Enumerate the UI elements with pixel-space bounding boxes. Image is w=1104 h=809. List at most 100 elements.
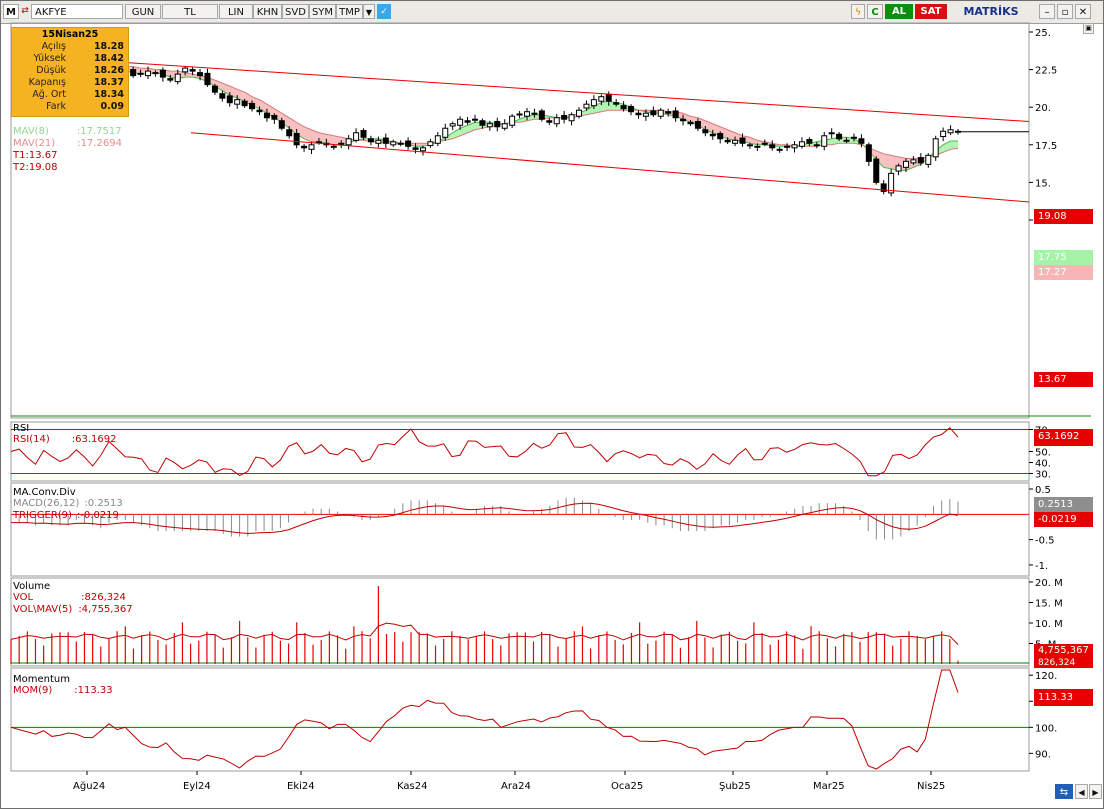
candle-body xyxy=(836,133,843,140)
svd-button[interactable]: SVD xyxy=(282,4,309,19)
candle-body xyxy=(271,114,278,120)
scale-button[interactable]: LIN xyxy=(219,4,253,19)
candle-body xyxy=(850,136,857,139)
restore-icon[interactable]: ▫ xyxy=(1057,4,1073,19)
candle-body xyxy=(278,120,285,129)
ma-band xyxy=(712,123,721,136)
symbol-input[interactable]: AKFYE xyxy=(31,4,123,19)
tmp-button[interactable]: TMP xyxy=(336,4,363,19)
ma-band xyxy=(274,108,282,123)
candle-body xyxy=(419,147,426,152)
candle-body xyxy=(256,109,263,113)
t1-label: T1:13.67 xyxy=(13,150,58,161)
ma-band xyxy=(876,150,884,168)
panel-frame xyxy=(10,421,1030,482)
candle-body xyxy=(405,140,412,147)
ma-band xyxy=(415,143,423,147)
mav8-price-tag: 17.75 xyxy=(1034,250,1093,265)
candle-body xyxy=(159,69,166,78)
info-row-close: Kapanış 18.37 xyxy=(12,77,128,89)
lightning-icon[interactable]: ϟ xyxy=(851,4,865,19)
close-icon[interactable]: ✕ xyxy=(1075,4,1091,19)
candle-body xyxy=(947,129,954,134)
candle-body xyxy=(798,141,805,147)
momentum-title: Momentum xyxy=(13,674,70,685)
rsi-title: RSI xyxy=(13,423,30,434)
candle-body xyxy=(925,154,932,165)
sym-button[interactable]: SYM xyxy=(309,4,336,19)
candle-body xyxy=(917,157,924,164)
app-logo: M xyxy=(3,4,19,19)
ma-band xyxy=(749,137,758,145)
macd-tick-label: -1. xyxy=(1035,561,1048,572)
panel-max-icon[interactable]: ▣ xyxy=(1083,23,1094,34)
x-tick-label: Ara24 xyxy=(501,781,531,792)
ma-band xyxy=(311,129,319,142)
khn-button[interactable]: KHN xyxy=(253,4,282,19)
candle-body xyxy=(665,111,672,114)
sell-button[interactable]: SAT xyxy=(915,4,947,19)
ma-band xyxy=(318,132,327,144)
momentum-tick-label: 90. xyxy=(1035,749,1051,760)
info-row-high: Yüksek 18.42 xyxy=(12,53,128,65)
c-button[interactable]: C xyxy=(867,4,883,19)
scroll-right-icon[interactable]: ▶ xyxy=(1089,784,1102,799)
candle-body xyxy=(761,142,768,145)
scroll-left-icon[interactable]: ◀ xyxy=(1075,784,1088,799)
candle-body xyxy=(813,144,820,147)
volume-title: Volume xyxy=(13,581,51,592)
info-row-low: Düşük 18.26 xyxy=(12,65,128,77)
rsi-value-tag: 63.1692 xyxy=(1034,429,1093,446)
info-value: 18.26 xyxy=(93,65,124,76)
candle-body xyxy=(821,135,828,147)
candle-body xyxy=(895,165,902,172)
rsi-line xyxy=(10,427,959,477)
candle-body xyxy=(590,99,597,107)
t2-price-tag: 19.08 xyxy=(1034,209,1093,224)
twitter-icon[interactable]: ✓ xyxy=(377,4,391,19)
rsi-tick-label: 30. xyxy=(1035,470,1051,481)
candle-body xyxy=(464,120,471,123)
candle-body xyxy=(234,99,241,105)
candle-body xyxy=(940,130,947,138)
mom-value-tag: 113.33 xyxy=(1034,689,1093,706)
candle-body xyxy=(219,93,226,99)
candle-body xyxy=(888,172,895,194)
x-tick-label: Nis25 xyxy=(917,781,945,792)
sync-icon[interactable]: ⇆ xyxy=(1055,784,1073,799)
buy-button[interactable]: AL xyxy=(885,4,913,19)
candle-body xyxy=(442,127,449,138)
toolbar: M ⇄ AKFYE GUN TL LIN KHN SVD SYM TMP ▼ ✓… xyxy=(1,1,1103,24)
info-date: 15Nisan25 xyxy=(41,29,99,40)
minimize-icon[interactable]: – xyxy=(1039,4,1055,19)
t1-price-tag: 13.67 xyxy=(1034,372,1093,387)
vol-value-tag: 826,324 xyxy=(1034,658,1093,668)
candle-body xyxy=(286,129,293,137)
candle-body xyxy=(843,139,850,142)
period-button[interactable]: GUN xyxy=(125,4,161,19)
momentum-line xyxy=(10,669,959,770)
candle-body xyxy=(197,72,204,77)
candle-body xyxy=(902,160,909,168)
macd-tick-label: -0.5 xyxy=(1035,536,1055,547)
macd-title: MA.Conv.Div xyxy=(13,487,76,498)
info-key: Yüksek xyxy=(33,53,66,64)
dropdown-icon[interactable]: ▼ xyxy=(363,4,375,19)
candle-body xyxy=(301,145,308,149)
x-tick-label: Eyl24 xyxy=(183,781,211,792)
panel-frame xyxy=(10,482,1030,577)
candle-body xyxy=(650,110,657,116)
price-tick-label: 20. xyxy=(1035,103,1051,114)
ma-band xyxy=(237,89,245,102)
info-value: 18.34 xyxy=(93,89,124,100)
currency-button[interactable]: TL xyxy=(162,4,218,19)
candle-body xyxy=(308,144,315,150)
candle-body xyxy=(182,67,189,73)
candle-body xyxy=(263,112,270,119)
macd-label: MACD(26,12):0.2513 xyxy=(13,498,123,509)
candle-body xyxy=(516,113,523,116)
arrows-icon[interactable]: ⇄ xyxy=(21,6,29,16)
info-row-wavg: Ağ. Ort 18.34 xyxy=(12,89,128,101)
